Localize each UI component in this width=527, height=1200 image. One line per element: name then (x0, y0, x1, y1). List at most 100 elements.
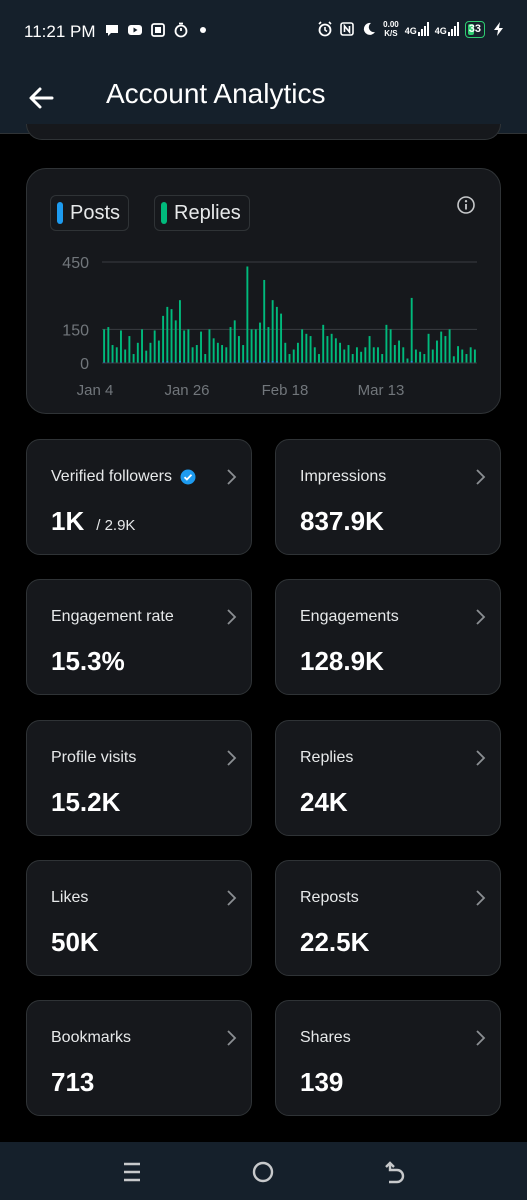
replies-bar (469, 347, 472, 363)
replies-bar (195, 345, 198, 363)
back-icon[interactable] (382, 1158, 410, 1186)
posts-bar (259, 361, 261, 363)
replies-bar (457, 346, 459, 363)
stat-label: Bookmarks (51, 1029, 132, 1046)
stat-card-likes[interactable]: Likes 50K (26, 860, 252, 976)
replies-bar (132, 354, 135, 363)
stat-card-bookmarks[interactable]: Bookmarks 713 (26, 1000, 252, 1116)
replies-bar (284, 342, 287, 363)
replies-bar (200, 331, 202, 363)
replies-bar (377, 347, 379, 363)
office-icon (151, 23, 165, 37)
replies-bar (179, 300, 181, 363)
posts-bar (162, 361, 165, 363)
chat-icon (106, 25, 118, 36)
y-tick-label: 450 (62, 255, 89, 272)
chevron-right-icon (227, 609, 237, 625)
replies-bar (444, 336, 447, 363)
chevron-right-icon (227, 1030, 237, 1046)
stat-card-verified-followers[interactable]: Verified followers 1K/ 2.9K (26, 439, 252, 555)
replies-bar (174, 320, 177, 363)
replies-bar (330, 333, 333, 363)
replies-bar (170, 309, 173, 363)
home-icon[interactable] (249, 1158, 277, 1186)
arrow-left-icon[interactable] (24, 80, 60, 116)
replies-bar (364, 347, 367, 363)
info-icon[interactable] (456, 195, 476, 215)
posts-bar (301, 361, 304, 363)
posts-bar (322, 361, 325, 363)
stat-value: 139 (300, 1067, 344, 1097)
replies-bar (120, 330, 122, 363)
stat-value: 837.9K (300, 506, 384, 536)
posts-bar (187, 361, 190, 363)
legend-posts-label: Posts (70, 201, 121, 224)
stat-card-shares[interactable]: Shares 139 (275, 1000, 501, 1116)
stat-value: 50K (51, 927, 99, 957)
posts-bar (153, 361, 156, 363)
activity-chart: 450 150 0 Jan 4 Jan 26 Feb 18 Mar 13 (62, 255, 477, 399)
recents-icon[interactable] (118, 1158, 146, 1186)
stat-card-engagements[interactable]: Engagements 128.9K (275, 579, 501, 695)
replies-bar (436, 340, 438, 363)
posts-bar (233, 361, 236, 363)
chevron-right-icon (476, 750, 486, 766)
stat-value: 128.9K (300, 646, 384, 676)
posts-bar (389, 361, 392, 363)
more-notifications-dot (200, 27, 206, 33)
legend-posts-button[interactable]: Posts (50, 195, 130, 231)
battery-indicator: 33 (464, 20, 485, 38)
replies-bar (423, 354, 426, 363)
stat-label: Shares (300, 1029, 351, 1046)
stat-card-replies[interactable]: Replies 24K (275, 720, 501, 836)
replies-bar (309, 336, 312, 363)
legend-posts-swatch (57, 202, 63, 224)
stat-card-impressions[interactable]: Impressions 837.9K (275, 439, 501, 555)
replies-bar (216, 342, 219, 363)
x-tick-label: Jan 26 (164, 382, 209, 399)
replies-bar (389, 329, 392, 363)
replies-bar (427, 333, 430, 363)
replies-bar (448, 329, 451, 363)
status-time: 11:21 PM (24, 22, 96, 41)
stat-card-engagement-rate[interactable]: Engagement rate 15.3% (26, 579, 252, 695)
chevron-right-icon (476, 609, 486, 625)
stat-value: 24K (300, 787, 348, 817)
replies-bar (419, 351, 422, 363)
replies-bar (254, 329, 257, 363)
posts-bar (254, 361, 257, 363)
timer-icon (174, 22, 188, 38)
replies-bar (301, 329, 304, 363)
replies-bar (347, 345, 350, 363)
legend-replies-button[interactable]: Replies (154, 195, 250, 231)
stat-card-profile-visits[interactable]: Profile visits 15.2K (26, 720, 252, 836)
previous-card-edge (26, 124, 501, 140)
replies-bar (221, 345, 224, 363)
replies-bar (191, 347, 194, 363)
replies-bar (183, 330, 186, 363)
replies-bar (410, 297, 413, 363)
chevron-right-icon (227, 890, 237, 906)
posts-bar (120, 361, 122, 363)
replies-bar (385, 324, 388, 363)
replies-bar (103, 329, 106, 363)
alarm-icon (318, 21, 332, 37)
replies-bar (368, 336, 371, 363)
replies-bar (157, 340, 160, 363)
stat-label: Engagement rate (51, 608, 174, 625)
chevron-right-icon (227, 469, 237, 485)
chevron-right-icon (227, 750, 237, 766)
posts-bar (275, 361, 278, 363)
replies-bar (115, 347, 118, 363)
posts-bar (174, 361, 177, 363)
page-title: Account Analytics (106, 78, 326, 109)
replies-bar (250, 329, 253, 363)
stat-card-reposts[interactable]: Reposts 22.5K (275, 860, 501, 976)
y-tick-label: 0 (80, 356, 89, 373)
stat-value: 15.3% (51, 646, 125, 676)
replies-bar (402, 347, 405, 363)
legend-replies-swatch (161, 202, 167, 224)
replies-bar (355, 347, 358, 363)
posts-bar (246, 360, 249, 363)
replies-bar (187, 329, 190, 363)
